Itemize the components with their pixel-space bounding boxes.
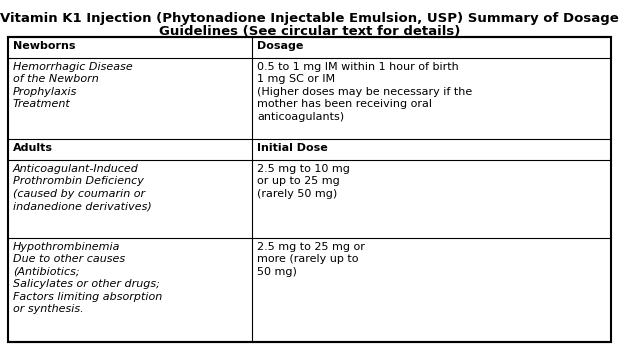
Text: Initial Dose: Initial Dose — [258, 143, 328, 153]
Text: 2.5 mg to 10 mg
or up to 25 mg
(rarely 50 mg): 2.5 mg to 10 mg or up to 25 mg (rarely 5… — [258, 164, 350, 199]
Text: 0.5 to 1 mg IM within 1 hour of birth
1 mg SC or IM
(Higher doses may be necessa: 0.5 to 1 mg IM within 1 hour of birth 1 … — [258, 62, 472, 121]
Bar — [8, 37, 611, 342]
Text: Hypothrombinemia
Due to other causes
(Antibiotics;
Salicylates or other drugs;
F: Hypothrombinemia Due to other causes (An… — [13, 242, 162, 314]
Text: 2.5 mg to 25 mg or
more (rarely up to
50 mg): 2.5 mg to 25 mg or more (rarely up to 50… — [258, 242, 365, 277]
Text: Adults: Adults — [13, 143, 53, 153]
Text: Anticoagulant-Induced
Prothrombin Deficiency
(caused by coumarin or
indanedione : Anticoagulant-Induced Prothrombin Defici… — [13, 164, 152, 211]
Text: Vitamin K1 Injection (Phytonadione Injectable Emulsion, USP) Summary of Dosage: Vitamin K1 Injection (Phytonadione Injec… — [0, 12, 619, 25]
Text: Guidelines (See circular text for details): Guidelines (See circular text for detail… — [159, 25, 460, 38]
Text: Dosage: Dosage — [258, 41, 303, 51]
Text: Hemorrhagic Disease
of the Newborn
Prophylaxis
Treatment: Hemorrhagic Disease of the Newborn Proph… — [13, 62, 132, 109]
Text: Newborns: Newborns — [13, 41, 76, 51]
